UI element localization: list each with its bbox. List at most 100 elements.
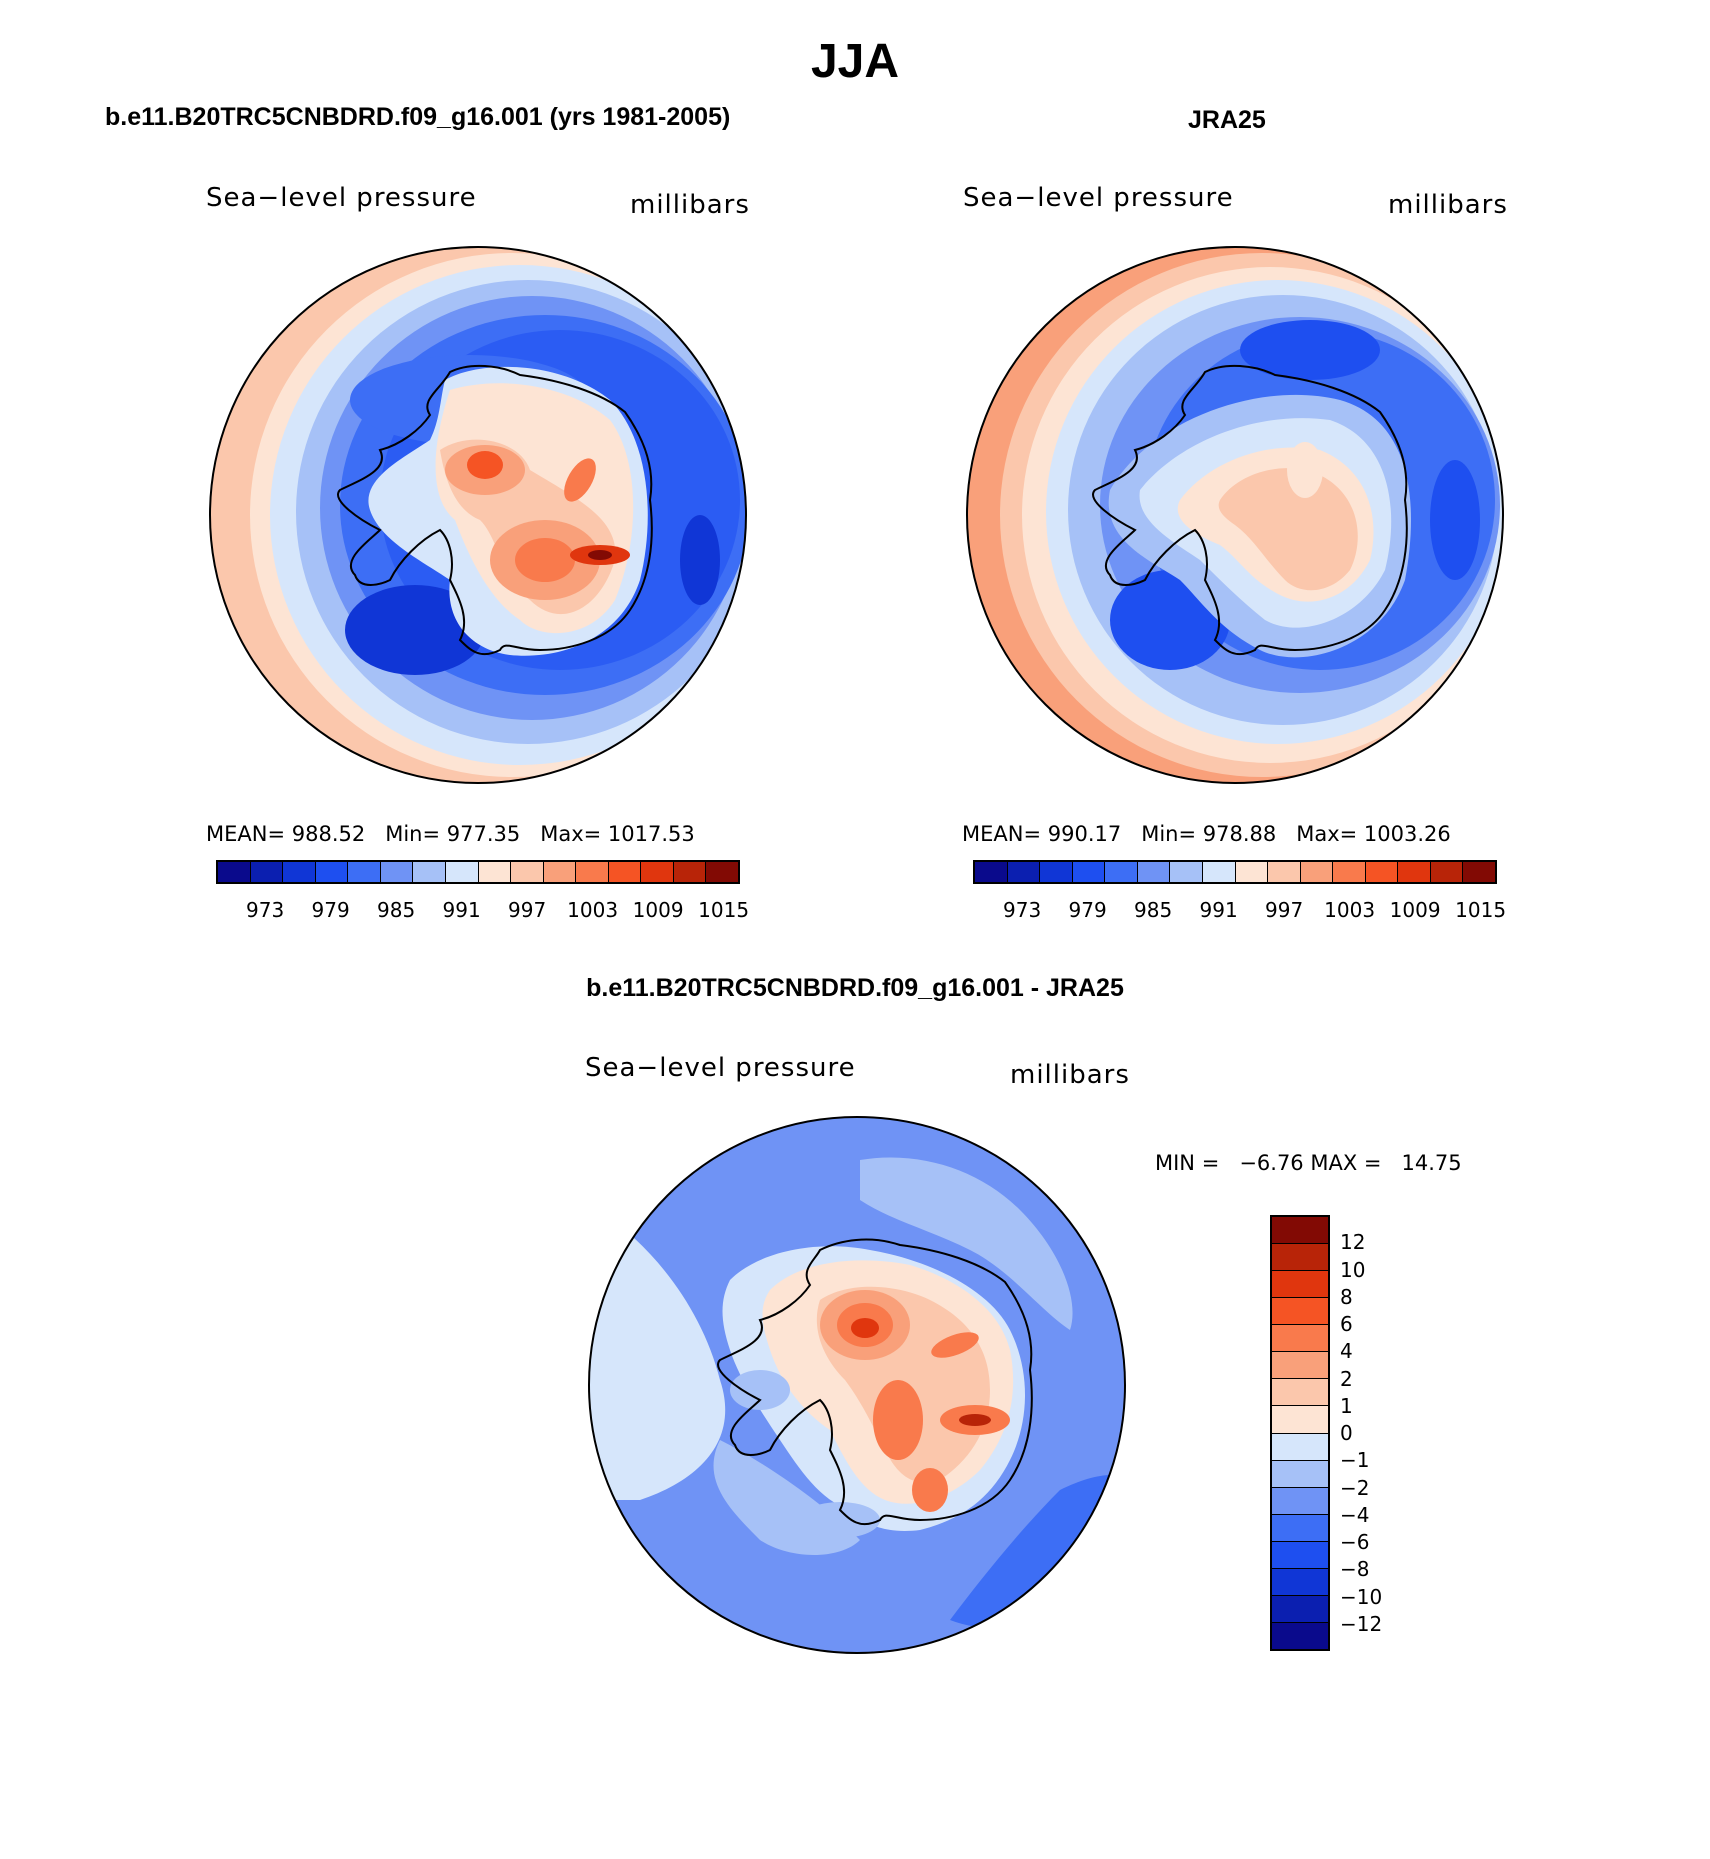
model-colorbar-tick-label: 985: [377, 898, 416, 922]
model-stats: MEAN= 988.52 Min= 977.35 Max= 1017.53: [206, 822, 715, 846]
model-colorbar-tick-label: 997: [508, 898, 547, 922]
obs-colorbar-tick-label: 997: [1265, 898, 1304, 922]
diff-colorbar-tick-label: −1: [1340, 1448, 1370, 1473]
obs-colorbar: [973, 860, 1497, 884]
obs-colorbar-swatch: [1170, 862, 1203, 882]
diff-colorbar-swatch: [1272, 1622, 1328, 1649]
model-colorbar-tick-label: 1015: [698, 898, 750, 922]
model-colorbar-swatch: [511, 862, 544, 882]
obs-units-label: millibars: [1388, 190, 1508, 220]
model-colorbar-tick-label: 973: [246, 898, 285, 922]
obs-colorbar-labels: 973 979 985 991 997 1003 1009 1015: [973, 898, 1506, 924]
model-colorbar-tick-label: 1009: [632, 898, 684, 922]
model-colorbar-swatch: [250, 862, 284, 882]
model-colorbar-swatch: [478, 862, 512, 882]
obs-field-label: Sea−level pressure: [963, 183, 1234, 213]
diff-colorbar-tick-label: −10: [1340, 1584, 1383, 1609]
model-colorbar-swatch: [380, 862, 414, 882]
diff-units-label: millibars: [1010, 1060, 1130, 1090]
obs-colorbar-swatch: [1365, 862, 1399, 882]
model-mean: MEAN= 988.52: [206, 822, 366, 846]
model-colorbar-tick-label: 979: [311, 898, 350, 922]
model-min: Min= 977.35: [385, 822, 521, 846]
model-colorbar-swatch: [283, 862, 316, 882]
obs-colorbar-tick-label: 1003: [1324, 898, 1376, 922]
obs-panel-title: JRA25: [1188, 106, 1266, 134]
diff-colorbar-swatch: [1272, 1514, 1328, 1542]
diff-colorbar-tick-label: −2: [1340, 1475, 1370, 1500]
main-title: JJA: [810, 35, 900, 88]
diff-colorbar-labels: 12 10 8 6 4 2 1 0 −1 −2 −4 −6 −8 −10 −12: [1340, 1215, 1420, 1651]
obs-colorbar-tick-label: 985: [1134, 898, 1173, 922]
diff-colorbar-swatch: [1272, 1406, 1328, 1434]
diff-colorbar-tick-label: 8: [1340, 1284, 1353, 1309]
obs-colorbar-swatch: [1333, 862, 1366, 882]
diff-colorbar-swatch: [1272, 1460, 1328, 1488]
model-colorbar-swatch: [608, 862, 642, 882]
diff-colorbar-tick-label: −6: [1340, 1530, 1370, 1554]
model-colorbar-swatch: [543, 862, 577, 882]
model-panel-title: b.e11.B20TRC5CNBDRD.f09_g16.001 (yrs 198…: [105, 103, 731, 131]
diff-colorbar-swatch: [1272, 1325, 1328, 1353]
diff-colorbar-swatch: [1272, 1352, 1328, 1380]
model-colorbar-swatch: [315, 862, 349, 882]
diff-colorbar-tick-label: −8: [1340, 1557, 1370, 1582]
obs-colorbar-tick-label: 1015: [1455, 898, 1507, 922]
diff-colorbar-swatch: [1272, 1379, 1328, 1407]
diff-panel-title: b.e11.B20TRC5CNBDRD.f09_g16.001 - JRA25: [586, 974, 1124, 1002]
diff-colorbar-swatch: [1272, 1568, 1328, 1596]
diff-colorbar-swatch: [1272, 1298, 1328, 1326]
diff-colorbar-swatch: [1272, 1244, 1328, 1272]
obs-colorbar-swatch: [1072, 862, 1106, 882]
obs-colorbar-tick-label: 979: [1068, 898, 1107, 922]
diff-colorbar-swatch: [1272, 1217, 1328, 1245]
obs-colorbar-tick-label: 1009: [1389, 898, 1441, 922]
diff-colorbar-tick-label: 10: [1340, 1257, 1366, 1282]
obs-colorbar-swatch: [1235, 862, 1269, 882]
diff-minmax: MIN = −6.76 MAX = 14.75: [1155, 1151, 1462, 1175]
model-colorbar-swatch: [706, 862, 738, 882]
obs-colorbar-swatch: [1105, 862, 1138, 882]
obs-colorbar-swatch: [1268, 862, 1301, 882]
model-colorbar-tick-label: 1003: [567, 898, 619, 922]
diff-colorbar-tick-label: 6: [1340, 1312, 1353, 1336]
diff-colorbar: [1270, 1215, 1330, 1651]
model-colorbar-swatch: [413, 862, 446, 882]
diff-colorbar-tick-label: 12: [1340, 1230, 1366, 1255]
diff-colorbar-tick-label: 1: [1340, 1393, 1353, 1418]
diff-colorbar-swatch: [1272, 1487, 1328, 1515]
model-colorbar-swatch: [673, 862, 707, 882]
diff-colorbar-tick-label: 2: [1340, 1366, 1353, 1391]
model-colorbar-swatch: [218, 862, 251, 882]
diff-colorbar-swatch: [1272, 1541, 1328, 1569]
model-colorbar-swatch: [641, 862, 674, 882]
obs-colorbar-swatch: [1007, 862, 1041, 882]
obs-min: Min= 978.88: [1141, 822, 1277, 846]
obs-colorbar-swatch: [1300, 862, 1334, 882]
obs-colorbar-swatch: [1430, 862, 1464, 882]
model-max: Max= 1017.53: [540, 822, 695, 846]
model-field-label: Sea−level pressure: [206, 183, 477, 213]
obs-colorbar-swatch: [1137, 862, 1171, 882]
obs-colorbar-swatch: [1040, 862, 1073, 882]
diff-colorbar-swatch: [1272, 1433, 1328, 1461]
obs-max: Max= 1003.26: [1296, 822, 1451, 846]
model-colorbar-swatch: [445, 862, 479, 882]
obs-colorbar-swatch: [1202, 862, 1236, 882]
obs-colorbar-tick-label: 973: [1003, 898, 1042, 922]
model-colorbar-swatch: [576, 862, 609, 882]
diff-colorbar-tick-label: 4: [1340, 1339, 1353, 1364]
diff-colorbar-swatch: [1272, 1271, 1328, 1299]
diff-colorbar-tick-label: −4: [1340, 1502, 1370, 1527]
model-colorbar: [216, 860, 740, 884]
obs-colorbar-tick-label: 991: [1199, 898, 1238, 922]
diff-colorbar-tick-label: −12: [1340, 1611, 1383, 1636]
obs-colorbar-swatch: [1398, 862, 1431, 882]
model-colorbar-tick-label: 991: [442, 898, 481, 922]
model-units-label: millibars: [630, 190, 750, 220]
diff-colorbar-tick-label: 0: [1340, 1421, 1353, 1445]
obs-stats: MEAN= 990.17 Min= 978.88 Max= 1003.26: [962, 822, 1471, 846]
